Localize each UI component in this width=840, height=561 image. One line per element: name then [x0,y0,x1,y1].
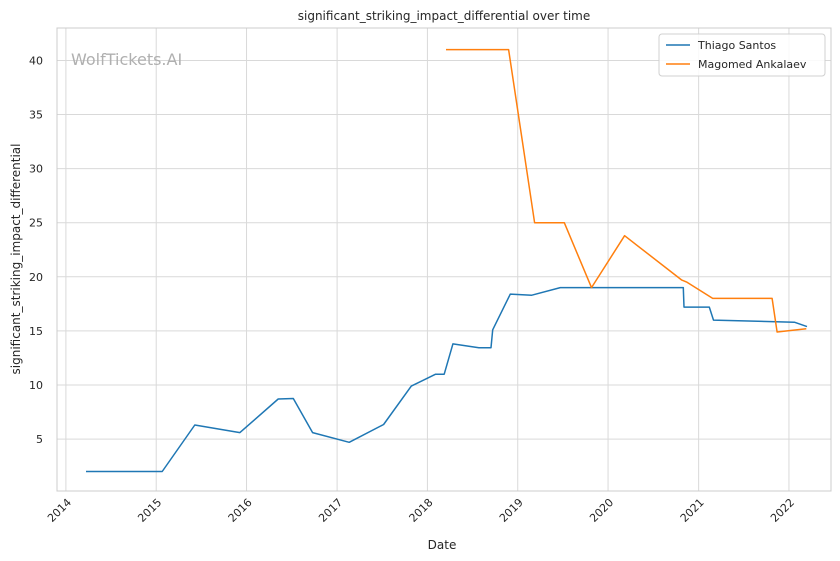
grid-lines [57,28,831,491]
legend: Thiago Santos Magomed Ankalaev [658,33,826,77]
x-tick-label: 2018 [407,496,436,525]
y-tick-label: 35 [29,109,43,122]
x-tick-label: 2021 [678,496,707,525]
y-tick-label: 10 [29,379,43,392]
chart-title: significant_striking_impact_differential… [298,9,590,23]
y-tick-label: 5 [36,433,43,446]
x-tick-label: 2019 [497,496,526,525]
x-tick-label: 2017 [316,496,345,525]
x-tick-label: 2016 [226,496,255,525]
x-axis-ticks: 2014 2015 2016 2017 2018 2019 2020 2021 2022 [45,496,797,525]
y-tick-label: 20 [29,271,43,284]
y-axis-title: significant_striking_impact_differential [9,144,23,375]
x-axis-title: Date [428,538,457,552]
plot-background [57,28,831,491]
series-line-thiago-santos [86,286,808,473]
x-tick-label: 2020 [587,496,616,525]
y-tick-label: 15 [29,325,43,338]
series-lines [86,48,808,473]
legend-label-magomed-ankalaev: Magomed Ankalaev [698,58,807,71]
x-tick-label: 2014 [45,496,74,525]
plot-frame [56,27,832,492]
series-line-magomed-ankalaev [446,48,807,333]
y-tick-label: 40 [29,54,43,67]
legend-box [658,33,826,77]
x-tick-label: 2015 [135,496,164,525]
y-tick-label: 30 [29,163,43,176]
watermark-text: WolfTickets.AI [71,50,182,69]
y-axis-ticks: 5 10 15 20 25 30 35 40 [29,54,43,446]
x-tick-label: 2022 [768,496,797,525]
y-tick-label: 25 [29,217,43,230]
legend-label-thiago-santos: Thiago Santos [697,39,776,52]
